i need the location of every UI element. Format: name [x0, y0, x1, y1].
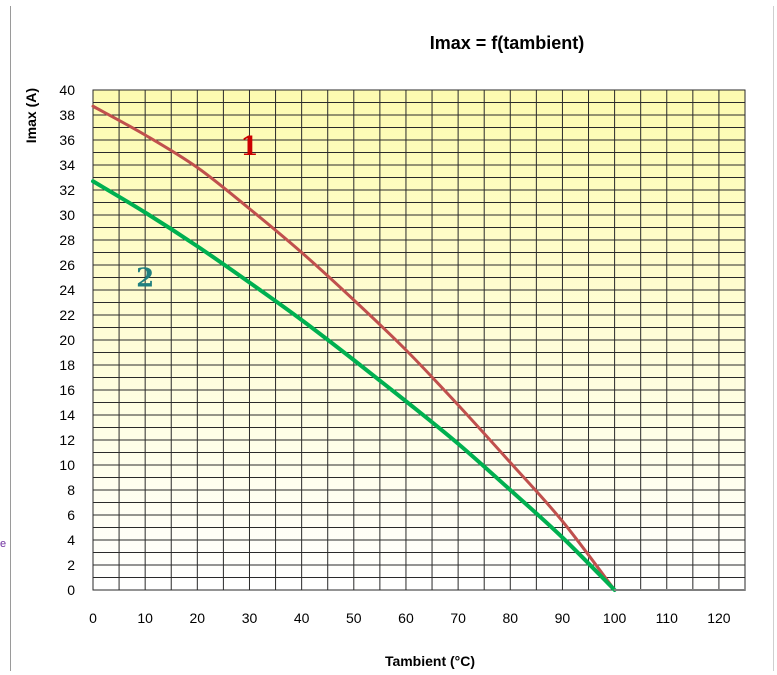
y-tick-label: 40 — [59, 82, 75, 98]
y-tick-label: 6 — [67, 507, 75, 523]
y-tick-label: 18 — [59, 357, 75, 373]
x-tick-label: 60 — [398, 610, 414, 626]
y-tick-label: 4 — [67, 532, 75, 548]
y-tick-label: 12 — [59, 432, 75, 448]
y-tick-label: 24 — [59, 282, 75, 298]
x-tick-label: 0 — [89, 610, 97, 626]
x-tick-label: 100 — [603, 610, 627, 626]
y-tick-label: 0 — [67, 582, 75, 598]
y-tick-label: 16 — [59, 382, 75, 398]
y-tick-label: 32 — [59, 182, 75, 198]
y-tick-label: 28 — [59, 232, 75, 248]
x-axis-label: Tambient (°C) — [385, 653, 475, 669]
y-tick-label: 38 — [59, 107, 75, 123]
x-tick-label: 30 — [242, 610, 258, 626]
chart-title: Imax = f(tambient) — [430, 33, 585, 53]
series-line-2 — [91, 179, 617, 592]
y-axis-label: Imax (A) — [23, 88, 39, 143]
x-tick-label: 110 — [656, 610, 679, 626]
x-tick-label: 20 — [190, 610, 206, 626]
x-tick-label: 40 — [294, 610, 310, 626]
x-tick-label: 80 — [502, 610, 518, 626]
grid-lines — [92, 89, 746, 591]
y-tick-label: 10 — [59, 457, 75, 473]
x-tick-label: 70 — [450, 610, 466, 626]
x-tick-label: 10 — [137, 610, 153, 626]
x-tick-label: 50 — [346, 610, 362, 626]
x-tick-label: 120 — [707, 610, 731, 626]
series-annotation-2: 2 — [136, 263, 154, 293]
y-tick-label: 2 — [67, 557, 75, 573]
y-tick-label: 26 — [59, 257, 75, 273]
series-lines — [91, 104, 746, 592]
y-tick-label: 8 — [67, 482, 75, 498]
y-tick-label: 36 — [59, 132, 75, 148]
chart-frame — [10, 6, 774, 671]
x-tick-labels: 0 10 20 30 40 50 60 70 80 90 100 110 120 — [89, 610, 731, 626]
x-tick-label: 90 — [555, 610, 571, 626]
stray-edge-text: e — [0, 538, 7, 550]
series-annotation-1: 1 — [240, 132, 258, 162]
plot-border — [92, 89, 746, 591]
y-tick-label: 14 — [59, 407, 75, 423]
series-annotations: 12 — [136, 132, 258, 293]
y-tick-label: 30 — [59, 207, 75, 223]
series-line-1 — [91, 104, 617, 592]
y-tick-label: 20 — [59, 332, 75, 348]
y-tick-label: 34 — [59, 157, 75, 173]
y-tick-label: 22 — [59, 307, 75, 323]
